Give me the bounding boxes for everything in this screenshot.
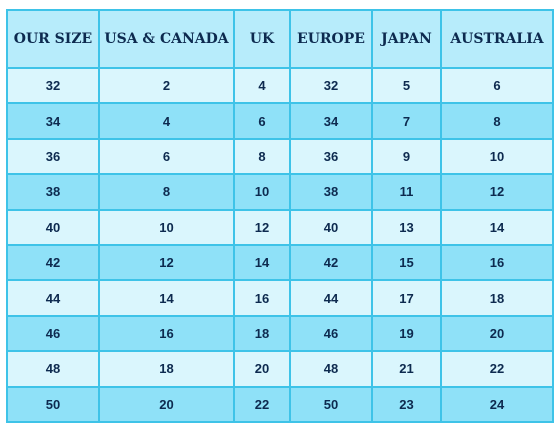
table-row: 34 4 6 34 7 8 xyxy=(8,104,552,138)
cell-japan: 15 xyxy=(373,245,440,280)
cell-uk: 16 xyxy=(235,281,289,315)
cell-our-size: 34 xyxy=(8,104,98,138)
cell-usa-canada: 6 xyxy=(100,139,233,174)
header-europe: EUROPE xyxy=(291,11,371,67)
header-row: OUR SIZE USA & CANADA UK EUROPE JAPAN AU… xyxy=(8,11,552,67)
cell-usa-canada: 14 xyxy=(100,281,233,315)
cell-australia: 20 xyxy=(442,316,552,351)
cell-australia: 12 xyxy=(442,175,552,209)
cell-japan: 7 xyxy=(373,104,440,138)
cell-japan: 9 xyxy=(373,139,440,174)
cell-uk: 12 xyxy=(235,210,289,244)
cell-europe: 42 xyxy=(291,245,371,280)
cell-europe: 50 xyxy=(291,387,371,421)
header-australia: AUSTRALIA xyxy=(442,11,552,67)
cell-australia: 24 xyxy=(442,387,552,421)
table-row: 46 16 18 46 19 20 xyxy=(8,316,552,351)
cell-europe: 44 xyxy=(291,281,371,315)
size-rows: 32 2 4 32 5 6 34 4 6 34 7 8 36 6 8 36 9 10 38 8 10 38 11 12 40 10… xyxy=(8,69,552,421)
cell-usa-canada: 18 xyxy=(100,352,233,386)
cell-uk: 8 xyxy=(235,139,289,174)
cell-usa-canada: 4 xyxy=(100,104,233,138)
cell-japan: 23 xyxy=(373,387,440,421)
cell-australia: 16 xyxy=(442,245,552,280)
table-row: 48 18 20 48 21 22 xyxy=(8,352,552,386)
cell-japan: 19 xyxy=(373,316,440,351)
cell-uk: 20 xyxy=(235,352,289,386)
cell-japan: 17 xyxy=(373,281,440,315)
cell-usa-canada: 16 xyxy=(100,316,233,351)
cell-usa-canada: 8 xyxy=(100,175,233,209)
cell-our-size: 36 xyxy=(8,139,98,174)
table-row: 32 2 4 32 5 6 xyxy=(8,69,552,103)
cell-our-size: 40 xyxy=(8,210,98,244)
cell-our-size: 42 xyxy=(8,245,98,280)
cell-uk: 14 xyxy=(235,245,289,280)
cell-uk: 18 xyxy=(235,316,289,351)
cell-europe: 32 xyxy=(291,69,371,103)
cell-australia: 10 xyxy=(442,139,552,174)
header-usa-canada: USA & CANADA xyxy=(100,11,233,67)
cell-our-size: 46 xyxy=(8,316,98,351)
size-chart-table: OUR SIZE USA & CANADA UK EUROPE JAPAN AU… xyxy=(6,9,554,423)
cell-europe: 46 xyxy=(291,316,371,351)
table-row: 42 12 14 42 15 16 xyxy=(8,245,552,280)
cell-uk: 10 xyxy=(235,175,289,209)
size-chart: OUR SIZE USA & CANADA UK EUROPE JAPAN AU… xyxy=(6,9,554,423)
table-row: 44 14 16 44 17 18 xyxy=(8,281,552,315)
cell-uk: 22 xyxy=(235,387,289,421)
cell-europe: 36 xyxy=(291,139,371,174)
header-uk: UK xyxy=(235,11,289,67)
cell-japan: 21 xyxy=(373,352,440,386)
cell-australia: 14 xyxy=(442,210,552,244)
cell-uk: 6 xyxy=(235,104,289,138)
cell-our-size: 38 xyxy=(8,175,98,209)
header-our-size: OUR SIZE xyxy=(8,11,98,67)
cell-usa-canada: 2 xyxy=(100,69,233,103)
cell-europe: 34 xyxy=(291,104,371,138)
table-row: 40 10 12 40 13 14 xyxy=(8,210,552,244)
cell-our-size: 32 xyxy=(8,69,98,103)
header-japan: JAPAN xyxy=(373,11,440,67)
cell-uk: 4 xyxy=(235,69,289,103)
cell-our-size: 44 xyxy=(8,281,98,315)
table-row: 50 20 22 50 23 24 xyxy=(8,387,552,421)
cell-japan: 11 xyxy=(373,175,440,209)
cell-our-size: 48 xyxy=(8,352,98,386)
cell-australia: 18 xyxy=(442,281,552,315)
table-row: 36 6 8 36 9 10 xyxy=(8,139,552,174)
cell-australia: 22 xyxy=(442,352,552,386)
cell-usa-canada: 20 xyxy=(100,387,233,421)
cell-japan: 5 xyxy=(373,69,440,103)
cell-europe: 40 xyxy=(291,210,371,244)
cell-our-size: 50 xyxy=(8,387,98,421)
cell-europe: 38 xyxy=(291,175,371,209)
cell-australia: 6 xyxy=(442,69,552,103)
cell-australia: 8 xyxy=(442,104,552,138)
cell-japan: 13 xyxy=(373,210,440,244)
cell-europe: 48 xyxy=(291,352,371,386)
cell-usa-canada: 12 xyxy=(100,245,233,280)
table-row: 38 8 10 38 11 12 xyxy=(8,175,552,209)
cell-usa-canada: 10 xyxy=(100,210,233,244)
